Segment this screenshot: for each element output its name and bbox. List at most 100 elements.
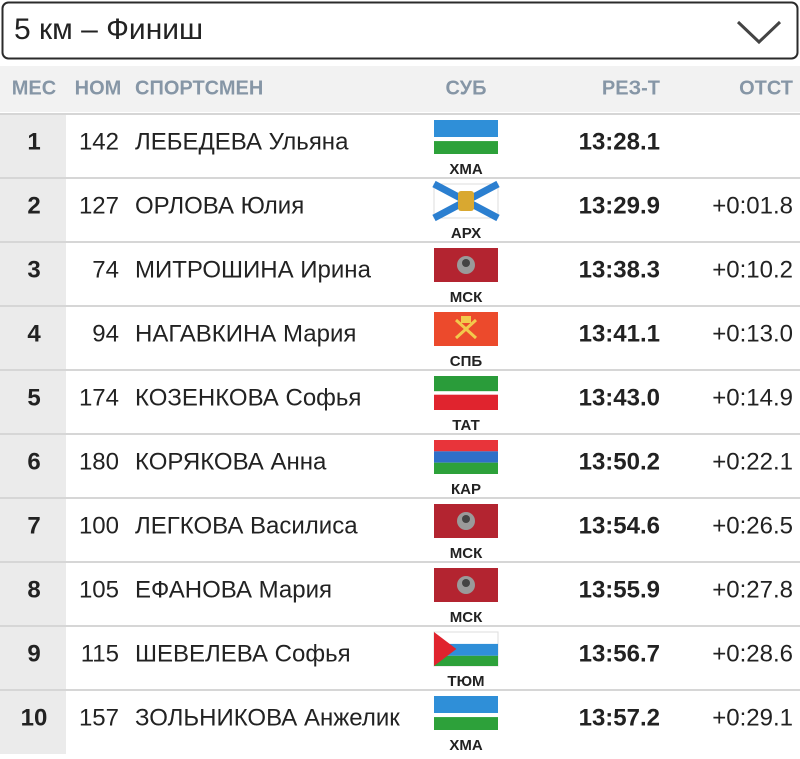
- flag-stripe: [434, 137, 498, 142]
- column-header: СПОРТСМЕН: [135, 77, 263, 99]
- table-row: 5 174 КОЗЕНКОВА Софья ТАТ 13:43.0 +0:14.9: [0, 369, 800, 434]
- header-row: [0, 66, 800, 112]
- place: 9: [27, 640, 40, 667]
- table-row: 9 115 ШЕВЕЛЕВА Софья ТЮМ 13:56.7 +0:28.6: [0, 625, 800, 690]
- athlete-name: ОРЛОВА Юлия: [135, 192, 304, 219]
- bib-number: 157: [79, 704, 119, 731]
- flag-stripe: [434, 643, 498, 656]
- table-body: 1 142 ЛЕБЕДЕВА Ульяна ХМА 13:28.1 2 127 ОРЛОВА …: [0, 113, 800, 754]
- column-header: МЕС: [12, 77, 56, 99]
- table-row: 6 180 КОРЯКОВА Анна КАР 13:50.2 +0:22.1: [0, 433, 800, 498]
- flag-stripe: [434, 696, 498, 713]
- region-code: СПБ: [450, 353, 483, 370]
- flag-emblem: [462, 259, 470, 267]
- place: 3: [27, 256, 40, 283]
- time-gap: +0:01.8: [712, 192, 793, 219]
- table-row: 2 127 ОРЛОВА Юлия АРХ 13:29.9 +0:01.8: [0, 177, 800, 242]
- place-cell: [0, 370, 66, 434]
- result-time: 13:43.0: [579, 384, 660, 411]
- bib-number: 127: [79, 192, 119, 219]
- flag-emblem: [461, 316, 471, 323]
- result-time: 13:54.6: [579, 512, 660, 539]
- column-header: НОМ: [75, 77, 122, 99]
- place-cell: [0, 306, 66, 370]
- dropdown-title[interactable]: 5 км – Финиш: [14, 13, 203, 46]
- region-code: КАР: [451, 481, 481, 498]
- place-cell: [0, 562, 66, 626]
- flag-stripe: [434, 717, 498, 730]
- flag-emblem: [458, 191, 474, 211]
- column-header: РЕЗ-Т: [602, 77, 660, 99]
- flag-stripe: [434, 391, 498, 395]
- region-code: ТАТ: [452, 417, 479, 434]
- place-cell: [0, 434, 66, 498]
- result-time: 13:29.9: [579, 192, 660, 219]
- result-time: 13:56.7: [579, 640, 660, 667]
- column-header: ОТСТ: [739, 77, 793, 99]
- bib-number: 105: [79, 576, 119, 603]
- place: 8: [27, 576, 40, 603]
- table-row: 7 100 ЛЕГКОВА Василиса МСК 13:54.6 +0:26.5: [0, 497, 800, 562]
- region-code: МСК: [450, 289, 483, 306]
- athlete-name: КОЗЕНКОВА Софья: [135, 384, 361, 411]
- flag-emblem: [462, 579, 470, 587]
- place: 1: [27, 128, 40, 155]
- region-code: ХМА: [449, 737, 483, 754]
- place: 6: [27, 448, 40, 475]
- flag-emblem: [462, 515, 470, 523]
- table-row: 8 105 ЕФАНОВА Мария МСК 13:55.9 +0:27.8: [0, 561, 800, 626]
- region-code: ТЮМ: [447, 673, 484, 690]
- flag-stripe: [434, 655, 498, 666]
- athlete-name: ЛЕБЕДЕВА Ульяна: [135, 128, 349, 155]
- place: 10: [21, 704, 48, 731]
- flag-stripe: [434, 451, 498, 463]
- place: 4: [27, 320, 41, 347]
- athlete-name: ЕФАНОВА Мария: [135, 576, 332, 603]
- flag-emblem: [454, 318, 478, 340]
- bib-number: 94: [92, 320, 119, 347]
- time-gap: +0:14.9: [712, 384, 793, 411]
- flag-stripe: [434, 120, 498, 137]
- time-gap: +0:22.1: [712, 448, 793, 475]
- dropdown-chevron[interactable]: [736, 20, 782, 45]
- bib-number: 115: [81, 640, 119, 667]
- place-cell: [0, 242, 66, 306]
- flag-stripe: [434, 440, 498, 452]
- flag-stripe: [434, 713, 498, 718]
- region-code: АРХ: [451, 225, 481, 242]
- athlete-name: ЛЕГКОВА Василиса: [135, 512, 358, 539]
- dropdown[interactable]: 5 км – Финиш: [1, 1, 799, 60]
- place-cell: [0, 498, 66, 562]
- time-gap: +0:27.8: [712, 576, 793, 603]
- flag-stripe: [434, 141, 498, 154]
- result-time: 13:50.2: [579, 448, 660, 475]
- table-row: 1 142 ЛЕБЕДЕВА Ульяна ХМА 13:28.1: [0, 113, 800, 178]
- bib-number: 174: [79, 384, 119, 411]
- athlete-name: НАГАВКИНА Мария: [135, 320, 356, 347]
- table-row: 3 74 МИТРОШИНА Ирина МСК 13:38.3 +0:10.2: [0, 241, 800, 306]
- time-gap: +0:26.5: [712, 512, 793, 539]
- place-cell: [0, 626, 66, 690]
- athlete-name: ШЕВЕЛЕВА Софья: [135, 640, 351, 667]
- place: 2: [27, 192, 40, 219]
- bib-number: 142: [79, 128, 119, 155]
- place: 7: [27, 512, 40, 539]
- time-gap: +0:29.1: [712, 704, 793, 731]
- result-time: 13:28.1: [579, 128, 660, 155]
- result-time: 13:57.2: [579, 704, 660, 731]
- bib-number: 100: [79, 512, 119, 539]
- place: 5: [27, 384, 40, 411]
- flag-triangle: [434, 632, 457, 666]
- bib-number: 180: [79, 448, 119, 475]
- time-gap: +0:13.0: [712, 320, 793, 347]
- result-time: 13:41.1: [579, 320, 660, 347]
- place-cell: [0, 114, 66, 178]
- header-cells: МЕС НОМ СПОРТСМЕН СУБ РЕЗ-Т ОТСТ: [12, 77, 793, 99]
- time-gap: +0:28.6: [712, 640, 793, 667]
- column-header: СУБ: [446, 77, 487, 99]
- dropdown-box[interactable]: [1, 1, 799, 60]
- region-code: МСК: [450, 609, 483, 626]
